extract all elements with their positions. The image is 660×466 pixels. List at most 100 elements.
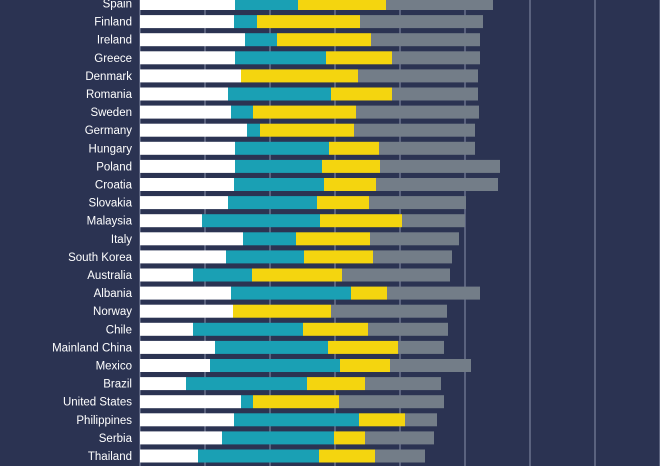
bar-segment-10-2	[324, 178, 376, 191]
bar-segment-6-1	[231, 105, 253, 119]
category-label: Germany	[85, 125, 133, 137]
bar-segment-6-3	[356, 105, 479, 119]
category-label: Malaysia	[87, 216, 133, 228]
bar-segment-7-2	[260, 123, 354, 137]
category-label: Greece	[94, 53, 132, 65]
bar-segment-0-2	[298, 0, 386, 10]
bar-segment-9-0	[140, 159, 235, 173]
category-label: South Korea	[68, 252, 133, 264]
bar-segment-19-0	[140, 340, 215, 354]
bar-segment-25-1	[198, 449, 319, 463]
bar-segment-9-3	[380, 159, 500, 173]
bar-segment-8-1	[235, 141, 329, 155]
category-label: Finland	[94, 17, 132, 29]
bar-segment-0-0	[140, 0, 235, 10]
bar-segment-6-2	[253, 105, 356, 119]
bar-segment-20-0	[140, 359, 210, 372]
bar-segment-5-1	[228, 87, 331, 101]
bar-segment-20-2	[340, 359, 390, 372]
bar-segment-9-1	[235, 159, 322, 173]
category-label: Spain	[103, 0, 132, 11]
category-label: Slovakia	[89, 198, 133, 210]
bar-segment-17-3	[331, 304, 447, 318]
bar-segment-10-3	[376, 178, 498, 191]
bar-segment-10-1	[234, 178, 324, 191]
bar-segment-1-1	[234, 15, 257, 29]
bar-segment-17-0	[140, 304, 233, 318]
bar-segment-18-1	[193, 322, 303, 336]
bar-segment-22-1	[241, 395, 253, 409]
bar-segment-22-2	[253, 395, 339, 409]
bar-segment-14-1	[226, 250, 304, 264]
bar-segment-12-2	[320, 214, 402, 228]
category-label: Albania	[94, 288, 133, 300]
bar-segment-13-0	[140, 232, 243, 246]
bar-segment-4-3	[358, 69, 478, 83]
bar-segment-24-1	[222, 431, 334, 445]
bar-segment-18-0	[140, 322, 193, 336]
bar-segment-24-2	[334, 431, 365, 445]
bar-segment-6-0	[140, 105, 231, 119]
category-label: Croatia	[95, 180, 133, 192]
bar-segment-5-3	[392, 87, 478, 101]
bar-segment-8-0	[140, 141, 235, 155]
category-label: Thailand	[88, 451, 132, 463]
bar-segment-7-0	[140, 123, 247, 137]
bar-segment-2-2	[277, 33, 371, 47]
bar-segment-2-0	[140, 33, 245, 47]
category-label: Italy	[111, 234, 132, 246]
category-label: Mexico	[96, 361, 132, 373]
bar-segment-5-2	[331, 87, 392, 101]
bar-segment-11-3	[369, 196, 466, 210]
bar-segment-14-3	[373, 250, 452, 264]
bar-segment-7-1	[247, 123, 260, 137]
bar-segment-23-1	[234, 413, 359, 427]
bar-segment-13-1	[243, 232, 296, 246]
bar-segment-19-3	[398, 340, 444, 354]
category-label: Hungary	[89, 143, 133, 155]
bar-segment-23-2	[359, 413, 405, 427]
bar-segment-20-1	[210, 359, 340, 372]
bar-segment-20-3	[390, 359, 471, 372]
bar-segment-25-2	[319, 449, 375, 463]
category-label: Poland	[96, 161, 132, 173]
bar-segment-2-3	[371, 33, 480, 47]
bar-segment-0-3	[386, 0, 493, 10]
bar-segment-25-3	[375, 449, 425, 463]
category-label: Mainland China	[52, 342, 133, 354]
bar-segment-7-3	[354, 123, 475, 137]
bar-segment-22-3	[339, 395, 444, 409]
bar-segment-11-1	[228, 196, 317, 210]
bar-segment-21-0	[140, 377, 186, 391]
bar-segment-3-1	[235, 51, 326, 65]
bar-segment-12-3	[402, 214, 465, 228]
category-label: Chile	[106, 324, 132, 336]
category-labels: Spain Finland Ireland Greece Denmark Romania S…	[52, 0, 133, 463]
bar-segment-16-0	[140, 286, 231, 300]
bar-segment-14-2	[304, 250, 373, 264]
bar-segment-13-2	[296, 232, 370, 246]
bar-segment-8-3	[379, 141, 475, 155]
bar-segment-24-0	[140, 431, 222, 445]
bar-segment-15-0	[140, 268, 193, 282]
bar-segment-10-0	[140, 178, 234, 191]
bar-segment-11-2	[317, 196, 369, 210]
bar-segment-18-2	[303, 322, 368, 336]
category-label: Australia	[87, 270, 132, 282]
category-label: Philippines	[76, 415, 132, 427]
category-label: Denmark	[85, 71, 132, 83]
category-label: Ireland	[97, 35, 132, 47]
bar-segment-21-1	[186, 377, 307, 391]
bar-segment-5-0	[140, 87, 228, 101]
bar-segment-9-2	[322, 159, 380, 173]
bar-segment-4-0	[140, 69, 241, 83]
bar-segment-16-2	[351, 286, 387, 300]
bar-segment-16-1	[231, 286, 351, 300]
bars-group	[140, 0, 500, 463]
category-label: United States	[63, 397, 132, 409]
bar-segment-19-2	[328, 340, 398, 354]
bar-segment-4-2	[241, 69, 358, 83]
bar-segment-16-3	[387, 286, 480, 300]
